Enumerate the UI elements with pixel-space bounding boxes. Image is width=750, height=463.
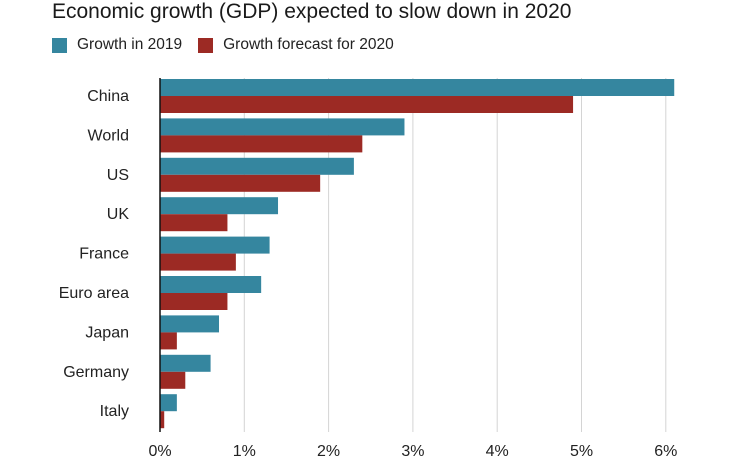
bar-italy-2020 [160,411,165,429]
x-tick-label-0: 0% [148,443,171,460]
x-tick-label-5: 5% [570,443,593,460]
category-label-germany: Germany [63,364,129,381]
chart-legend: Growth in 2019 Growth forecast for 2020 [52,34,410,56]
bar-france-2019 [160,236,270,254]
bar-germany-2020 [160,371,186,389]
bar-euro-area-2020 [160,293,228,310]
category-label-euro-area: Euro area [59,285,129,302]
legend-item-2019: Growth in 2019 [52,36,182,54]
x-tick-label-6: 6% [654,443,677,460]
legend-swatch-2020 [198,37,214,53]
x-tick-label-1: 1% [233,443,256,460]
bar-euro-area-2019 [160,276,262,293]
category-label-us: US [107,167,129,184]
bar-germany-2019 [160,354,211,372]
legend-label-2019: Growth in 2019 [77,36,183,53]
category-label-japan: Japan [85,324,129,341]
bar-world-2019 [160,118,405,136]
category-label-france: France [79,246,129,263]
bar-uk-2019 [160,197,279,215]
chart-title: Economic growth (GDP) expected to slow d… [52,0,572,23]
x-tick-label-4: 4% [486,443,509,460]
category-label-uk: UK [107,206,130,223]
legend-swatch-2019 [52,37,67,53]
category-label-china: China [87,88,129,105]
bar-france-2020 [160,253,236,271]
category-label-world: World [88,127,130,144]
category-label-italy: Italy [100,403,129,420]
x-tick-label-3: 3% [401,443,424,460]
bar-china-2019 [160,79,675,96]
legend-item-2020: Growth forecast for 2020 [198,36,394,54]
bar-japan-2019 [160,315,220,333]
bar-japan-2020 [160,332,177,350]
bar-us-2020 [160,174,321,192]
bar-us-2019 [160,157,354,175]
bar-world-2020 [160,135,363,153]
bar-china-2020 [160,96,574,113]
bar-italy-2019 [160,394,177,412]
bar-uk-2020 [160,214,228,232]
x-tick-label-2: 2% [317,443,340,460]
legend-label-2020: Growth forecast for 2020 [223,36,394,53]
